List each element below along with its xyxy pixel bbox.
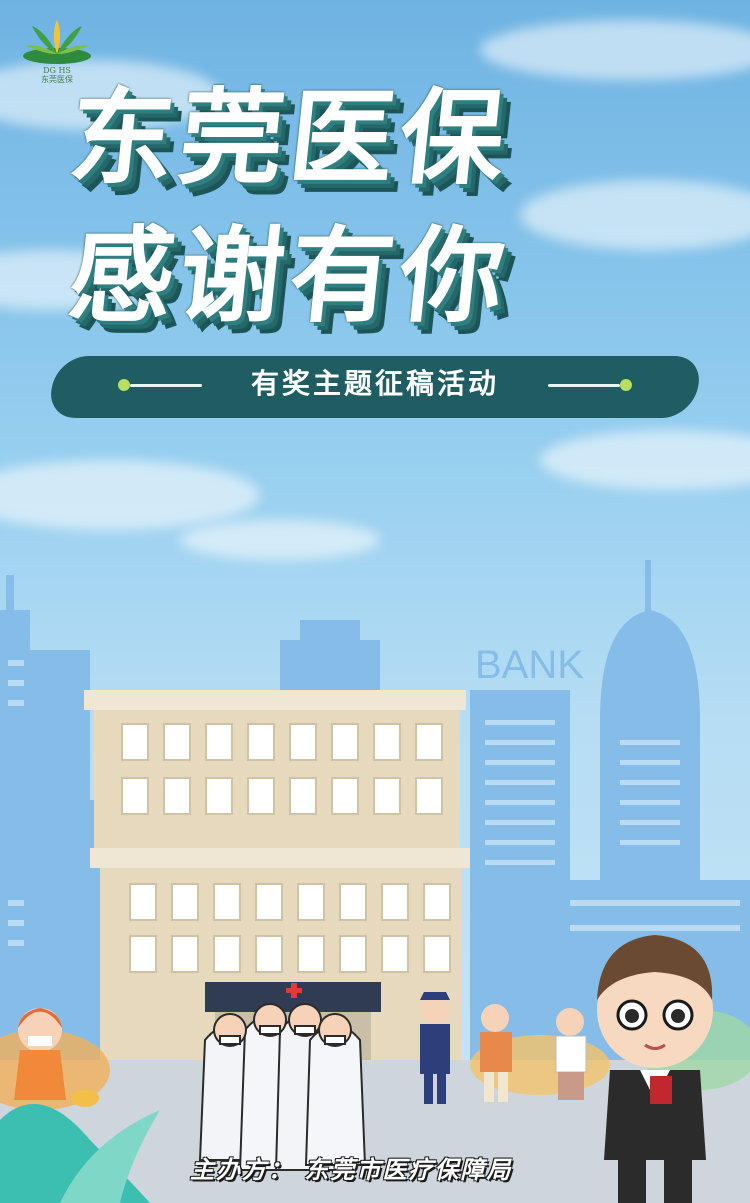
logo-cn-text: 东莞医保 — [41, 75, 73, 84]
organizer-text: 主办方： 东莞市医疗保障局 — [190, 1156, 513, 1184]
title-line-2: 感谢有你 — [63, 215, 517, 337]
cloud — [0, 60, 220, 130]
subtitle-text: 有奖主题征稿活动 — [250, 367, 499, 400]
cloud — [180, 520, 380, 560]
subtitle-line-right — [548, 384, 620, 387]
medical-workers — [198, 1003, 367, 1171]
girl-figure — [14, 1008, 99, 1107]
subtitle-dot-right — [620, 379, 632, 391]
dog-icon — [71, 1089, 99, 1107]
subtitle-line-left — [130, 384, 202, 387]
elderly-figure — [555, 1008, 587, 1100]
leaf-logo-icon — [23, 20, 91, 64]
skyline-windows — [8, 660, 740, 946]
cloud — [480, 20, 750, 80]
subtitle-dot-left — [118, 379, 130, 391]
officer-figure — [420, 992, 450, 1104]
city-illustration: BANK — [0, 560, 750, 1203]
title-line-1: 东莞医保 — [63, 77, 517, 199]
cloud — [520, 180, 750, 250]
certificate-icon — [650, 1076, 672, 1104]
logo: DG HS 东莞医保 — [18, 16, 96, 84]
citizen-figure — [480, 1004, 512, 1102]
cloud — [540, 430, 750, 490]
mascot-figure — [597, 935, 713, 1203]
hospital-building — [84, 690, 470, 1072]
bank-sign: BANK — [475, 643, 584, 687]
logo-en-text: DG HS — [43, 66, 71, 75]
cloud — [0, 460, 260, 530]
